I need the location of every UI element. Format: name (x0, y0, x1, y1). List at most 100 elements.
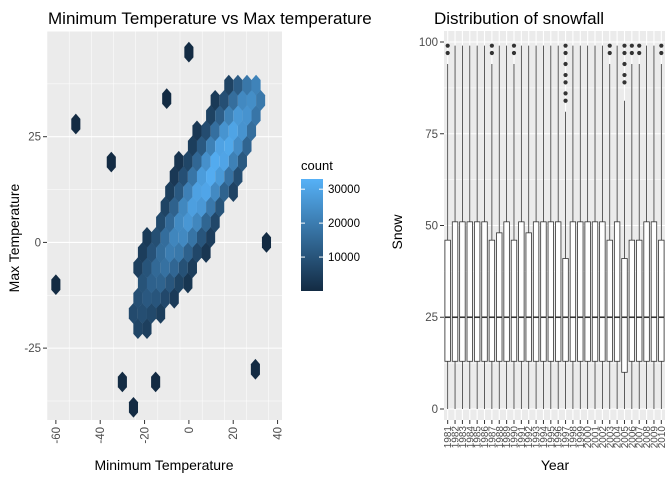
hexbin-cell (210, 181, 220, 203)
box-1983 (459, 45, 466, 409)
box-outlier-point (563, 91, 568, 96)
hexbin-cell (187, 196, 197, 218)
x-tick-label: 1982 (451, 426, 462, 449)
box-outlier-point (445, 43, 450, 48)
hexbin-cell (137, 272, 147, 294)
y-tick-label: 25 (28, 132, 41, 144)
box-outlier-point (607, 50, 612, 56)
box-2000 (584, 45, 591, 409)
box-iqr (525, 232, 532, 362)
x-tick-label: 1986 (480, 426, 491, 449)
hexbin-cell (160, 226, 170, 248)
box-iqr (658, 239, 665, 362)
box-outlier-point (637, 50, 642, 56)
box-iqr (488, 239, 496, 362)
x-tick-label: 2002 (598, 426, 609, 449)
y-tick-label: 25 (425, 312, 438, 324)
boxplot-axis-ticks: 0255075100198119821983198419851986198719… (419, 37, 668, 448)
x-tick-label: -20 (140, 427, 152, 444)
x-tick-label: -40 (95, 427, 107, 444)
x-tick-label: 1993 (532, 426, 543, 449)
hexbin-cell (192, 211, 202, 233)
box-iqr (518, 221, 525, 362)
box-iqr (459, 221, 466, 362)
hexbin-cell (156, 303, 166, 324)
hexbin-cell (169, 166, 179, 187)
hexbin-cell (206, 196, 216, 218)
hexbin-cell (146, 242, 157, 263)
hexbin-cell (224, 166, 234, 187)
hexbin-cell (183, 242, 193, 263)
boxplot-boxes (444, 43, 665, 409)
box-1991 (518, 45, 525, 409)
x-tick-label: 1995 (546, 426, 557, 449)
hexbin-cell (233, 135, 243, 157)
hexbin-cell-outlier (184, 41, 194, 63)
boxplot-y-axis-label: Snow (389, 214, 405, 250)
legend-title: count (301, 158, 333, 173)
hexbin-cell (160, 257, 170, 279)
box-2007 (636, 43, 643, 409)
box-iqr (577, 221, 584, 362)
box-2010 (658, 43, 665, 409)
box-outlier-point (563, 61, 568, 67)
box-2009 (650, 45, 658, 409)
x-tick-label: 1999 (576, 426, 587, 449)
box-iqr (650, 221, 658, 362)
hexbin-cell (192, 242, 202, 263)
legend-tick-label: 10000 (328, 252, 360, 264)
hexbin-cell (242, 74, 252, 96)
y-tick-label: -25 (24, 343, 41, 355)
box-2008 (643, 45, 650, 409)
boxplot-chart: Distribution of snowfall 025507510019811… (389, 9, 668, 473)
box-outlier-point (659, 43, 664, 48)
box-iqr (555, 221, 562, 362)
hexbin-cell (256, 89, 266, 111)
hexbin-cell (174, 242, 184, 263)
hexbin-cell (174, 181, 184, 203)
box-1989 (503, 45, 510, 409)
hexbin-cell (201, 150, 211, 172)
box-outlier-point (622, 72, 627, 78)
box-1995 (547, 45, 554, 409)
box-outlier-point (445, 50, 450, 56)
hexbin-cell (151, 287, 161, 309)
x-tick-label: 0 (184, 427, 196, 433)
x-tick-label: 1983 (458, 426, 469, 449)
hexbin-cell (151, 257, 161, 279)
box-iqr (540, 221, 547, 362)
x-tick-label: 2009 (649, 426, 660, 449)
x-tick-label: 1990 (509, 426, 520, 449)
box-iqr (621, 258, 628, 373)
x-tick-label: 1984 (465, 426, 476, 449)
hexbin-cell (246, 89, 257, 111)
legend-tick-label: 30000 (328, 184, 360, 196)
y-tick-label: 0 (35, 237, 41, 249)
hexbin-cell (233, 74, 243, 96)
box-outlier-point (659, 50, 664, 56)
hexbin-cell-outlier (106, 151, 116, 173)
hexbin-cell (237, 89, 247, 111)
hexbin-cell (215, 105, 225, 126)
x-tick-label: 2001 (591, 426, 602, 449)
hexbin-axis-ticks: -60 -40 -20 0 20 40 -25 0 25 (24, 132, 284, 444)
box-1990 (510, 43, 518, 409)
box-outlier-point (622, 50, 627, 56)
y-tick-label: 100 (419, 37, 438, 49)
box-1982 (451, 45, 459, 409)
x-tick-label: -60 (51, 427, 63, 444)
hexbin-legend: count 10000 20000 30000 (301, 158, 360, 291)
hexbin-cell (215, 135, 225, 157)
hexbin-cell (201, 181, 211, 203)
boxplot-x-axis-label: Year (541, 457, 570, 473)
box-iqr (584, 221, 591, 362)
hexbin-cell (133, 318, 143, 340)
x-tick-label: 1991 (517, 426, 528, 449)
hexbin-cell (187, 135, 197, 157)
hexbin-chart: Minimum Temperature vs Max temperature -… (6, 9, 372, 473)
hexbin-cell (187, 226, 197, 248)
box-iqr (444, 239, 451, 362)
hexbin-cell (215, 196, 225, 218)
box-iqr (496, 232, 503, 362)
